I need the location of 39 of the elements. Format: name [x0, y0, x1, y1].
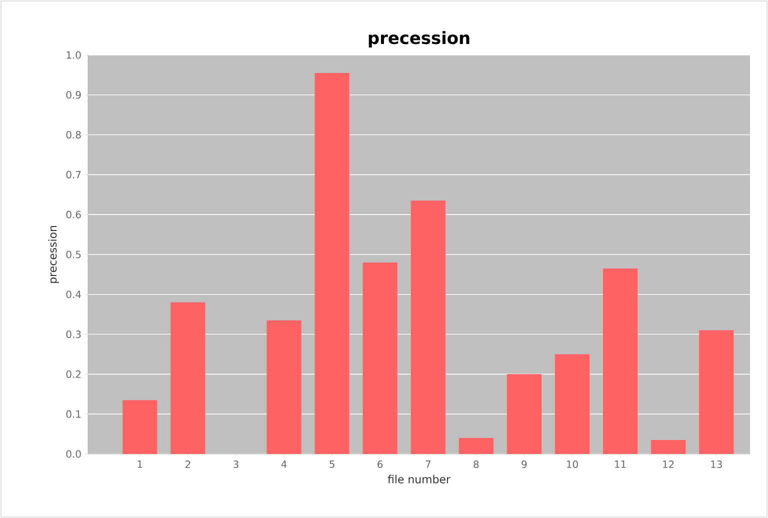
x-tick-label: 11 [615, 460, 626, 468]
x-tick-label: 6 [378, 460, 383, 468]
bar [506, 374, 542, 454]
x-tick-label: 10 [567, 460, 578, 468]
y-tick-label: 1.0 [66, 51, 81, 59]
x-tick-label: 4 [281, 460, 287, 468]
x-tick-label: 13 [711, 460, 722, 468]
x-tick-label: 7 [426, 460, 430, 468]
y-tick-label: 0.6 [66, 210, 81, 218]
x-tick-label: 9 [522, 460, 527, 468]
y-tick-label: 0.4 [66, 290, 81, 298]
x-tick-label: 2 [186, 460, 190, 468]
bar [410, 200, 446, 454]
bar [699, 330, 734, 454]
x-tick-label: 8 [474, 460, 479, 468]
bar [603, 268, 638, 454]
x-tick-label: 3 [234, 460, 238, 468]
bar [170, 302, 206, 454]
x-tick-label: 12 [663, 460, 674, 468]
x-tick-label: 1 [138, 460, 142, 468]
bar [266, 320, 302, 454]
bar [362, 262, 398, 454]
y-tick-label: 0.5 [66, 250, 81, 258]
y-tick-label: 0.3 [66, 330, 81, 338]
y-tick-label: 0.2 [66, 370, 80, 378]
bar [314, 72, 350, 454]
bar [554, 354, 590, 454]
y-tick-label: 0.9 [66, 91, 81, 99]
bar [122, 400, 158, 454]
y-tick-label: 0.1 [66, 410, 81, 418]
y-axis-title: precession [48, 226, 59, 283]
y-tick-label: 0.7 [66, 170, 81, 178]
y-tick-label: 0.8 [66, 131, 81, 139]
chart-title: precession [368, 31, 470, 48]
x-tick-label: 5 [330, 460, 334, 468]
bar [458, 438, 494, 454]
x-axis-title: file number [388, 474, 450, 484]
bar [651, 440, 686, 454]
y-tick-label: 0.0 [66, 450, 81, 458]
